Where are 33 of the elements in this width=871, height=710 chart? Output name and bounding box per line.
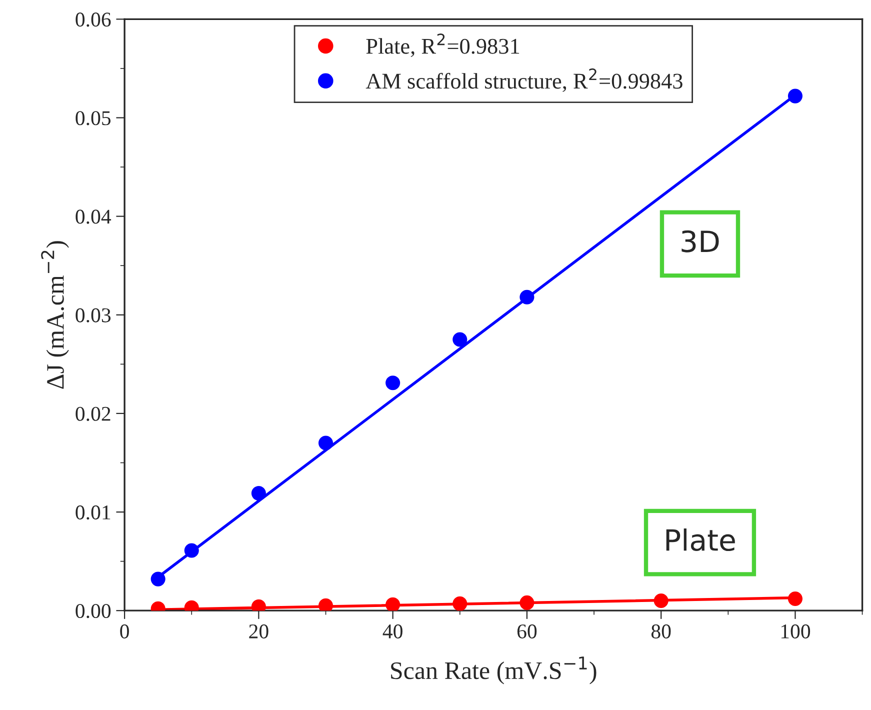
y-tick-label: 0.03: [76, 308, 111, 322]
annotation: 3D: [682, 230, 719, 252]
legend-label: AM scaffold structure, R$^{2}$=0.99843: [366, 68, 682, 92]
point: [654, 593, 668, 608]
y-tick-label: 0.01: [76, 505, 110, 520]
point: [184, 543, 199, 558]
point: [452, 596, 468, 611]
point: [520, 595, 534, 610]
annotation: Plate: [666, 528, 735, 552]
x-tick-label: 0: [120, 624, 129, 638]
y-axis-title: ΔJ (mA.cm$^{−2}$): [41, 241, 69, 389]
point: [386, 597, 400, 611]
y-tick-label: 0.05: [76, 111, 111, 126]
legend-label: Plate, R$^{2}$=0.9831: [366, 34, 520, 58]
y-tick-label: 0.04: [76, 210, 112, 224]
x-axis-title: Scan Rate (mV.S$^{−1}$): [391, 656, 596, 684]
point: [788, 591, 803, 606]
point: [788, 88, 803, 104]
point: [318, 436, 334, 450]
point: [251, 486, 266, 501]
point: [520, 290, 534, 304]
y-tick-label: 0.02: [76, 406, 110, 421]
point: [318, 598, 334, 611]
y-tick-label: 0.06: [76, 12, 111, 27]
point: [386, 376, 400, 390]
x-tick-label: 100: [781, 624, 810, 638]
y-tick-label: 0.00: [76, 604, 111, 618]
point: [150, 572, 166, 586]
x-tick-label: 80: [651, 624, 671, 638]
point: [452, 332, 468, 347]
x-tick-label: 20: [249, 624, 268, 638]
x-tick-label: 40: [382, 624, 402, 638]
x-tick-label: 60: [517, 624, 537, 638]
